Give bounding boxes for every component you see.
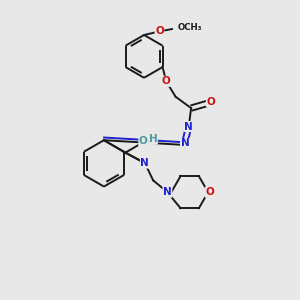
Text: N: N — [140, 158, 149, 168]
Text: N: N — [184, 122, 193, 131]
Text: N: N — [163, 187, 172, 197]
Text: O: O — [162, 76, 170, 86]
Text: O: O — [139, 136, 148, 146]
Text: H: H — [148, 134, 157, 144]
Text: O: O — [205, 187, 214, 197]
Text: O: O — [206, 97, 215, 106]
Text: O: O — [155, 26, 164, 36]
Text: N: N — [181, 139, 189, 148]
Text: OCH₃: OCH₃ — [177, 23, 202, 32]
